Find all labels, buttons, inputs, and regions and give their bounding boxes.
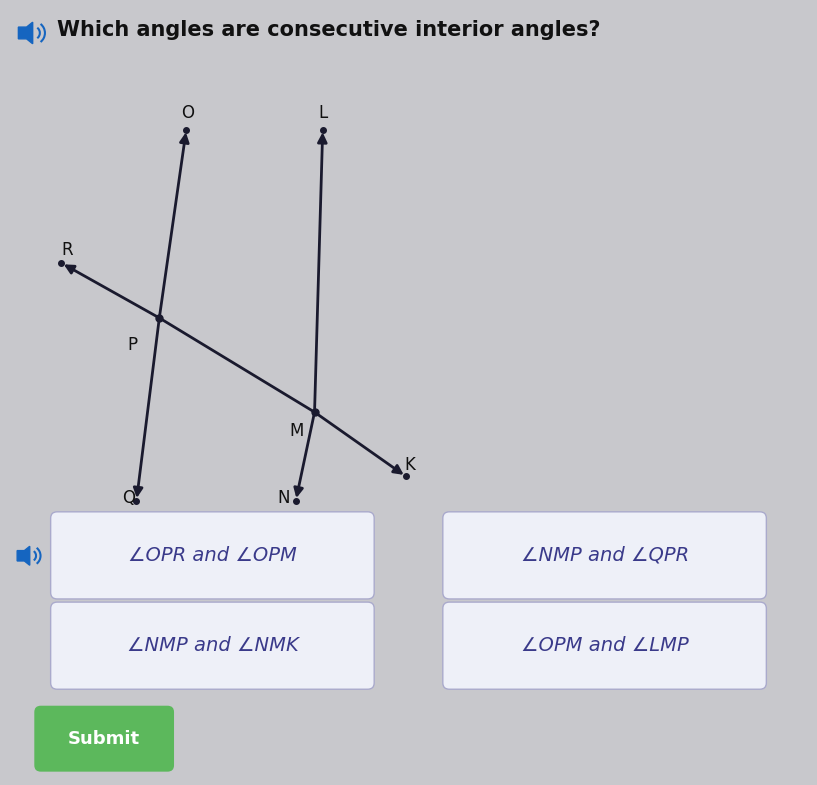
Text: ∠OPM and ∠LMP: ∠OPM and ∠LMP [520, 636, 689, 655]
Text: ∠NMP and ∠NMK: ∠NMP and ∠NMK [127, 636, 298, 655]
Polygon shape [19, 22, 33, 44]
Text: K: K [404, 456, 415, 473]
Text: N: N [278, 490, 290, 507]
Text: O: O [181, 104, 194, 122]
Text: R: R [61, 241, 73, 258]
FancyBboxPatch shape [443, 602, 766, 689]
Text: M: M [289, 422, 304, 440]
FancyBboxPatch shape [51, 512, 374, 599]
Text: Submit: Submit [68, 730, 141, 747]
FancyBboxPatch shape [443, 512, 766, 599]
FancyBboxPatch shape [51, 602, 374, 689]
Text: Which angles are consecutive interior angles?: Which angles are consecutive interior an… [57, 20, 600, 40]
Text: P: P [127, 336, 137, 354]
Text: Q: Q [122, 490, 135, 507]
Polygon shape [17, 546, 29, 565]
Text: L: L [319, 104, 328, 122]
FancyBboxPatch shape [34, 706, 174, 772]
Text: ∠OPR and ∠OPM: ∠OPR and ∠OPM [128, 546, 297, 565]
Text: ∠NMP and ∠QPR: ∠NMP and ∠QPR [520, 546, 689, 565]
